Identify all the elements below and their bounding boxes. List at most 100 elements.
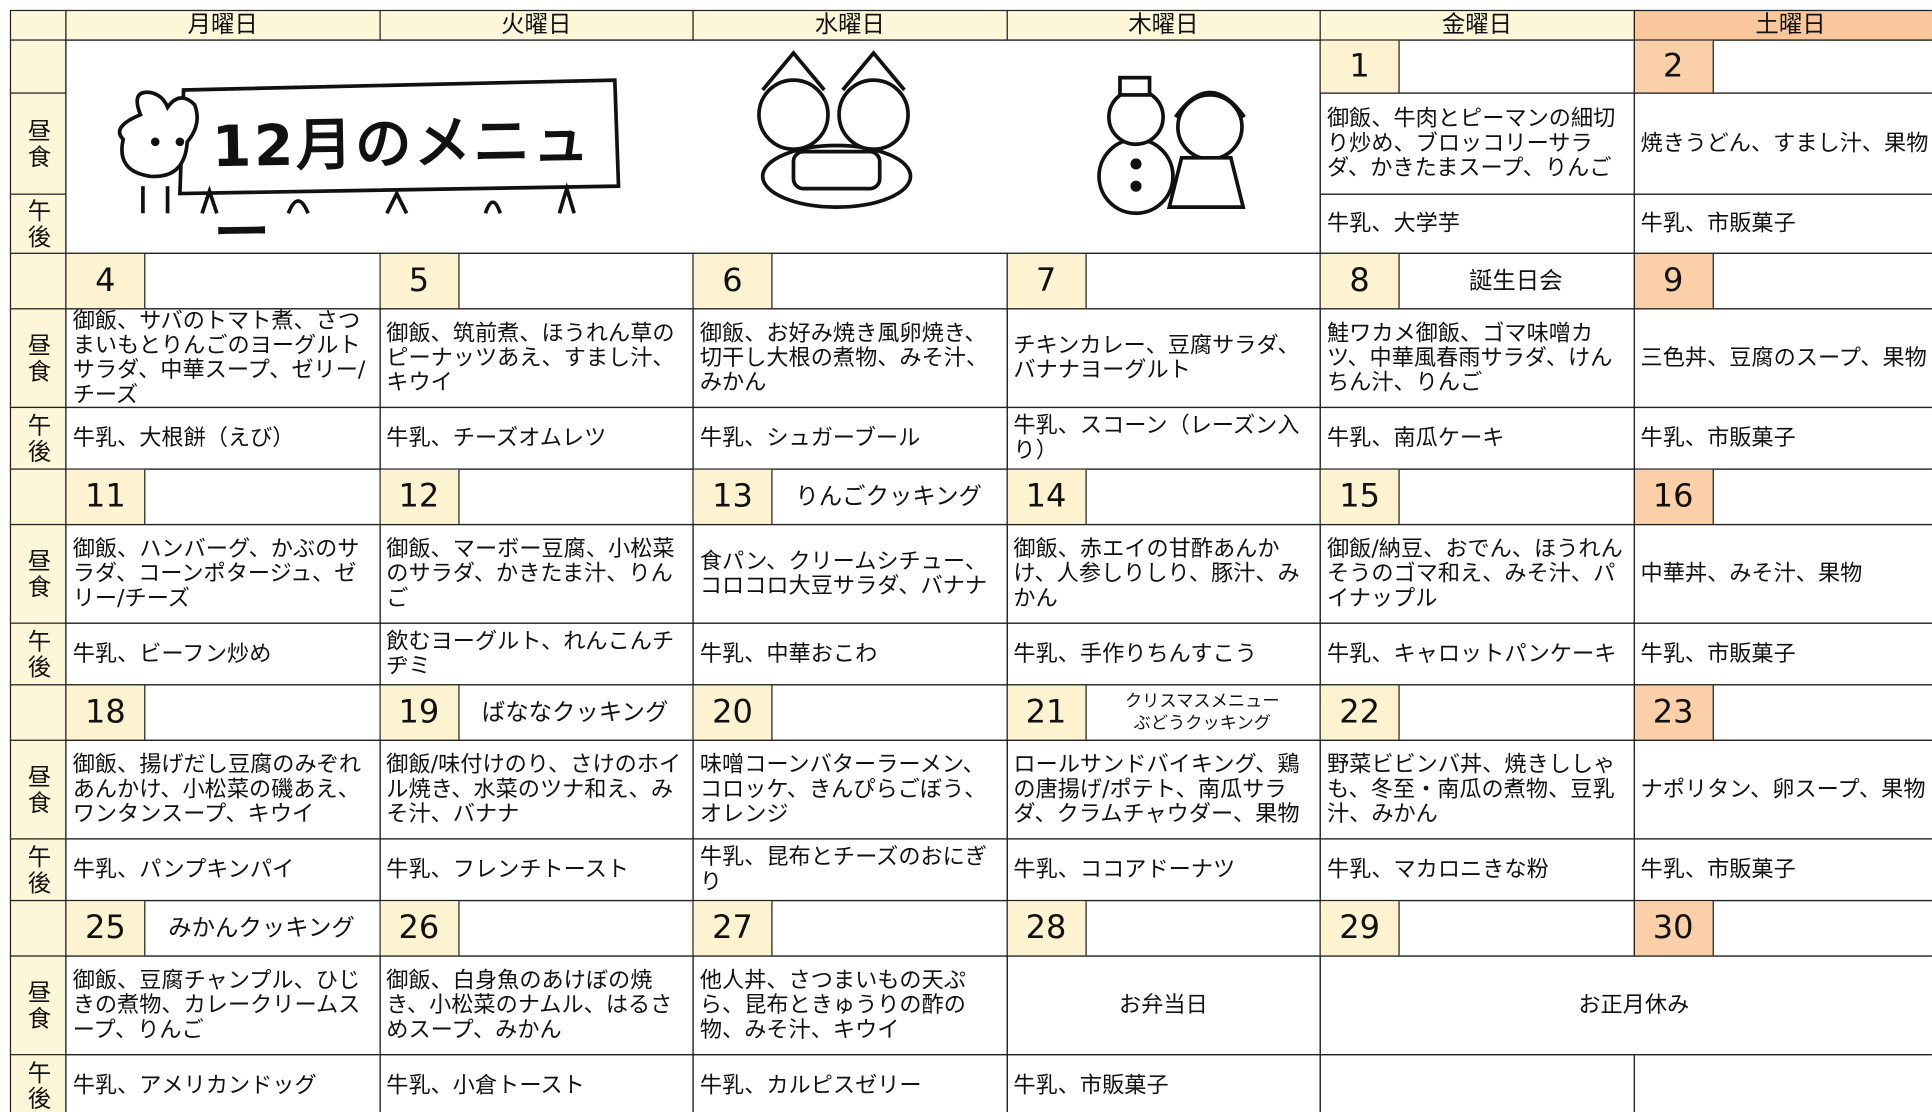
snack: 牛乳、中華おこわ	[692, 622, 1008, 686]
event: ばななクッキング	[459, 685, 691, 739]
label-blank	[9, 468, 67, 526]
snack: 飲むヨーグルト、れんこんチヂミ	[378, 622, 694, 686]
day-header: 水曜日	[692, 9, 1008, 41]
snack: 牛乳、パンプキンパイ	[65, 838, 381, 902]
snack: 牛乳、ココアドーナツ	[1006, 838, 1321, 902]
illustration-art	[117, 50, 1246, 216]
lunch: 御飯/味付けのり、さけのホイル焼き、水菜のツナ和え、みそ汁、バナナ	[378, 739, 694, 840]
lunch: 野菜ビビンバ丼、焼きししゃも、冬至・南瓜の煮物、豆乳汁、みかん	[1319, 739, 1635, 840]
lunch: お弁当日	[1006, 955, 1321, 1056]
date-cell: 27	[692, 899, 1008, 957]
date-cell: 30	[1633, 899, 1932, 957]
day-header: 火曜日	[378, 9, 694, 41]
lunch: 御飯、豆腐チャンプル、ひじきの煮物、カレークリームスープ、りんご	[65, 955, 381, 1056]
snack: 牛乳、ビーフン炒め	[65, 622, 381, 686]
snack: 牛乳、マカロニきな粉	[1319, 838, 1635, 902]
snack: 牛乳、アメリカンドッグ	[65, 1054, 381, 1112]
label-blank	[9, 39, 67, 94]
event: みかんクッキング	[145, 901, 377, 955]
event-text: 誕生日会	[1468, 267, 1563, 295]
date-number: 29	[1320, 901, 1400, 956]
day-header: 月曜日	[65, 9, 381, 41]
lunch: ロールサンドバイキング、鶏の唐揚げ/ポテト、南瓜サラダ、クラムチャウダー、果物	[1006, 739, 1321, 840]
date-cell: 6	[692, 252, 1008, 310]
date-number: 4	[66, 253, 146, 309]
snack-empty	[1633, 1054, 1932, 1112]
date-cell: 25 みかんクッキング	[65, 899, 381, 957]
date-number: 22	[1320, 685, 1400, 740]
date-cell: 26	[378, 899, 694, 957]
date-cell: 16	[1633, 468, 1932, 526]
date-cell: 21 クリスマスメニュー ぶどうクッキング	[1006, 684, 1321, 741]
holiday: お正月休み	[1319, 955, 1932, 1056]
label-blank	[9, 684, 67, 741]
date-number: 23	[1634, 685, 1714, 740]
snack: 牛乳、市販菓子	[1633, 193, 1932, 254]
date-cell: 2	[1633, 39, 1932, 94]
snack-label: 午後	[9, 1054, 67, 1112]
lunch: 他人丼、さつまいもの天ぷら、昆布ときゅうりの酢の物、みそ汁、キウイ	[692, 955, 1008, 1056]
date-cell: 1	[1319, 39, 1635, 94]
lunch-label: 昼食	[9, 308, 67, 409]
lunch: 御飯、赤エイの甘酢あんかけ、人参しりしり、豚汁、みかん	[1006, 523, 1321, 624]
snack: 牛乳、大学芋	[1319, 193, 1635, 254]
label-blank	[9, 252, 67, 310]
date-number: 25	[66, 901, 146, 956]
lunch: 味噌コーンバターラーメン、コロッケ、きんぴらごぼう、オレンジ	[692, 739, 1008, 840]
date-cell: 28	[1006, 899, 1321, 957]
lunch: 御飯、筑前煮、ほうれん草のピーナッツあえ、すまし汁、キウイ	[378, 308, 694, 409]
event: クリスマスメニュー ぶどうクッキング	[1086, 685, 1318, 739]
label-blank	[9, 899, 67, 957]
lunch-label: 昼食	[9, 955, 67, 1056]
date-number: 5	[380, 253, 459, 309]
snack: 牛乳、フレンチトースト	[378, 838, 694, 902]
date-number: 1	[1320, 40, 1400, 93]
snack-empty	[1319, 1054, 1635, 1112]
snack: 牛乳、カルピスゼリー	[692, 1054, 1008, 1112]
date-cell: 14	[1006, 468, 1321, 526]
snack: 牛乳、チーズオムレツ	[378, 406, 694, 470]
event: 誕生日会	[1400, 254, 1632, 308]
lunch: 御飯/納豆、おでん、ほうれんそうのゴマ和え、みそ汁、パイナップル	[1319, 523, 1635, 624]
lunch-label: 昼食	[9, 523, 67, 624]
lunch: チキンカレー、豆腐サラダ、バナナヨーグルト	[1006, 308, 1321, 409]
date-cell: 11	[65, 468, 381, 526]
lunch: 中華丼、みそ汁、果物	[1633, 523, 1932, 624]
menu-title: 12月のメニュー	[211, 106, 592, 267]
date-number: 9	[1634, 253, 1714, 309]
date-number: 30	[1634, 901, 1714, 956]
date-number: 2	[1634, 40, 1714, 93]
date-number: 21	[1007, 685, 1087, 740]
event-text: りんごクッキング	[795, 483, 982, 511]
day-header: 木曜日	[1006, 9, 1321, 41]
date-cell: 15	[1319, 468, 1635, 526]
snack: 牛乳、市販菓子	[1633, 622, 1932, 686]
date-number: 16	[1634, 469, 1714, 524]
date-number: 13	[693, 469, 773, 524]
date-cell: 12	[378, 468, 694, 526]
day-header: 金曜日	[1319, 9, 1635, 41]
lunch: 御飯、お好み焼き風卵焼き、切干し大根の煮物、みそ汁、みかん	[692, 308, 1008, 409]
date-cell: 19 ばななクッキング	[378, 684, 694, 741]
lunch: 御飯、揚げだし豆腐のみぞれあんかけ、小松菜の磯あえ、ワンタンスープ、キウイ	[65, 739, 381, 840]
date-cell: 7	[1006, 252, 1321, 310]
date-number: 27	[693, 901, 773, 956]
lunch-label: 昼食	[9, 92, 67, 195]
date-cell: 23	[1633, 684, 1932, 741]
snack: 牛乳、市販菓子	[1633, 406, 1932, 470]
snack-label: 午後	[9, 406, 67, 470]
date-number: 14	[1007, 469, 1087, 524]
date-cell: 5	[378, 252, 694, 310]
date-number: 15	[1320, 469, 1400, 524]
date-number: 26	[380, 901, 459, 956]
date-number: 19	[380, 685, 459, 740]
snack: 牛乳、シュガーブール	[692, 406, 1008, 470]
event-text: ばななクッキング	[481, 698, 669, 727]
snack: 牛乳、キャロットパンケーキ	[1319, 622, 1635, 686]
lunch: 御飯、サバのトマト煮、さつまいもとりんごのヨーグルトサラダ、中華スープ、ゼリー/…	[65, 308, 381, 409]
snack: 牛乳、市販菓子	[1633, 838, 1932, 902]
lunch: 三色丼、豆腐のスープ、果物	[1633, 308, 1932, 409]
snack: 牛乳、小倉トースト	[378, 1054, 694, 1112]
event-text: みかんクッキング	[168, 914, 355, 942]
